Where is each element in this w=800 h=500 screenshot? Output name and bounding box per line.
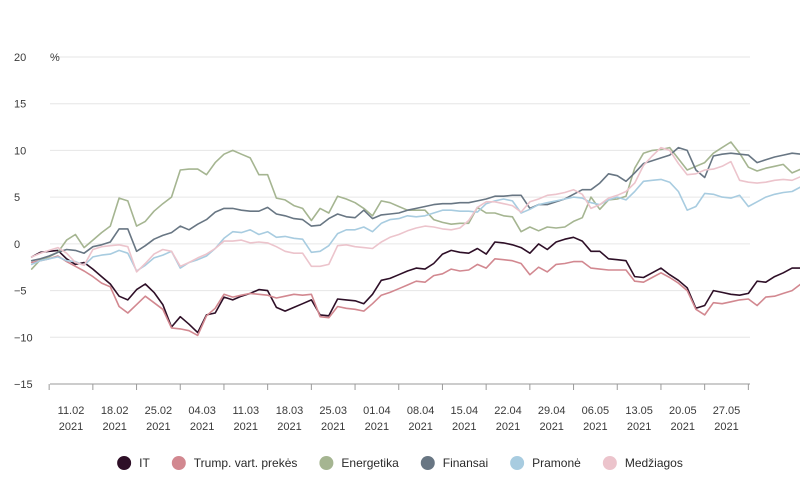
x-tick-label: 18.02 bbox=[101, 405, 129, 417]
x-tick-label: 29.04 bbox=[538, 405, 566, 417]
series-line-trump-vart-prek-s bbox=[30, 255, 800, 337]
legend-label: Trump. vart. prekės bbox=[194, 456, 298, 470]
x-axis: 11.02 2021 18.02 2021 25.02 2021 04.03 2021 11.0… bbox=[48, 384, 749, 433]
y-tick-label: 20 bbox=[14, 52, 26, 64]
series-line-energetika bbox=[30, 141, 800, 270]
legend-item: Energetika bbox=[319, 456, 399, 470]
legend-swatch bbox=[510, 456, 525, 470]
y-tick-label: −5 bbox=[14, 286, 27, 298]
x-tick-label: 11.02 bbox=[58, 405, 85, 417]
legend-swatch bbox=[117, 456, 132, 470]
x-tick-label-year: 2021 bbox=[496, 421, 520, 433]
x-tick-label-year: 2021 bbox=[277, 421, 301, 433]
x-tick-label: 18.03 bbox=[276, 405, 304, 417]
x-tick-label: 25.03 bbox=[319, 405, 347, 417]
x-tick-label-year: 2021 bbox=[146, 421, 170, 433]
x-tick-label: 11.03 bbox=[232, 405, 259, 417]
series-line-it bbox=[30, 236, 800, 334]
y-tick-label: 5 bbox=[14, 192, 20, 204]
x-tick-label-year: 2021 bbox=[190, 421, 214, 433]
x-tick-label: 13.05 bbox=[625, 405, 653, 417]
x-tick-label: 01.04 bbox=[363, 405, 391, 417]
x-tick-label: 15.04 bbox=[451, 405, 479, 417]
legend-label: IT bbox=[139, 456, 150, 470]
legend-swatch bbox=[602, 456, 617, 470]
y-tick-label: 0 bbox=[14, 239, 20, 251]
x-tick-label-year: 2021 bbox=[452, 421, 476, 433]
x-tick-label-year: 2021 bbox=[714, 421, 738, 433]
legend-label: Medžiagos bbox=[625, 456, 683, 470]
x-tick-label-year: 2021 bbox=[583, 421, 607, 433]
legend-swatch bbox=[171, 456, 186, 470]
y-tick-label: −10 bbox=[14, 332, 33, 344]
y-tick-label: 15 bbox=[14, 99, 26, 111]
legend-label: Energetika bbox=[341, 456, 399, 470]
x-tick-label-year: 2021 bbox=[627, 421, 651, 433]
legend-item: Finansai bbox=[420, 456, 488, 470]
legend-swatch bbox=[319, 456, 334, 470]
x-tick-label-year: 2021 bbox=[59, 421, 83, 433]
series-lines bbox=[30, 141, 800, 337]
series-line-finansai bbox=[30, 146, 800, 262]
legend-item: Trump. vart. prekės bbox=[171, 456, 298, 470]
legend-label: Pramonė bbox=[532, 456, 581, 470]
x-tick-label-year: 2021 bbox=[234, 421, 258, 433]
x-tick-label: 06.05 bbox=[582, 405, 610, 417]
series-line-pramon- bbox=[30, 178, 800, 272]
legend: IT Trump. vart. prekės Energetika Finansai P… bbox=[117, 456, 683, 470]
x-tick-label-year: 2021 bbox=[321, 421, 345, 433]
legend-item: IT bbox=[117, 456, 150, 470]
x-tick-label: 04.03 bbox=[188, 405, 216, 417]
x-tick-label: 25.02 bbox=[145, 405, 173, 417]
y-axis: 20 15 10 5 0 −5 −10 −15 bbox=[14, 52, 33, 391]
x-tick-label: 20.05 bbox=[669, 405, 697, 417]
y-tick-label: 10 bbox=[14, 145, 26, 157]
legend-label: Finansai bbox=[443, 456, 488, 470]
series-line-med-iagos bbox=[30, 146, 800, 273]
x-tick-label-year: 2021 bbox=[539, 421, 563, 433]
legend-item: Medžiagos bbox=[602, 456, 683, 470]
legend-swatch bbox=[420, 456, 435, 470]
x-tick-label: 22.04 bbox=[494, 405, 522, 417]
x-tick-label: 08.04 bbox=[407, 405, 435, 417]
x-tick-label-year: 2021 bbox=[365, 421, 389, 433]
y-unit-label: % bbox=[50, 52, 60, 64]
x-tick-label-year: 2021 bbox=[408, 421, 432, 433]
x-tick-label: 27.05 bbox=[713, 405, 741, 417]
grid-lines bbox=[50, 56, 750, 385]
y-tick-label: −15 bbox=[14, 379, 33, 391]
x-tick-label-year: 2021 bbox=[102, 421, 126, 433]
legend-item: Pramonė bbox=[510, 456, 581, 470]
x-tick-label-year: 2021 bbox=[671, 421, 695, 433]
